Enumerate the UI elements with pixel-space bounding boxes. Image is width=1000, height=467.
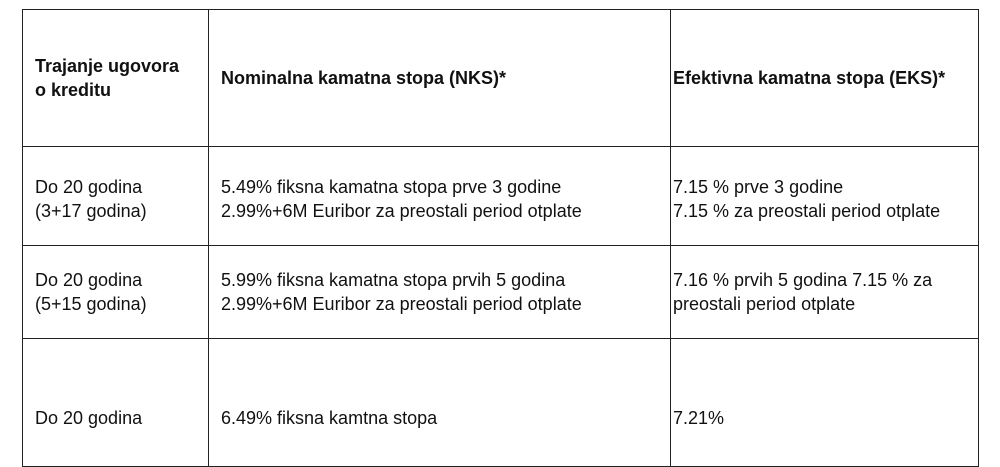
cell-line: Do 20 godina: [35, 177, 143, 197]
header-effective-rate: Efektivna kamatna stopa (EKS)*: [670, 9, 979, 147]
cell-line: Do 20 godina: [35, 270, 143, 290]
header-nominal-rate: Nominalna kamatna stopa (NKS)*: [208, 9, 671, 147]
cell-line: 5.99% fiksna kamatna stopa prvih 5 godin…: [221, 270, 566, 290]
cell-line: 2.99%+6M Euribor za preostali period otp…: [221, 201, 582, 221]
interest-rate-table: Trajanje ugovora o kreditu Nominalna kam…: [22, 9, 979, 467]
cell-nks: 5.99% fiksna kamatna stopa prvih 5 godin…: [208, 245, 671, 339]
table-row: Do 20 godina (5+15 godina) 5.99% fiksna …: [22, 245, 979, 339]
cell-line: 7.16 % prvih 5 godina 7.15 % za: [673, 270, 933, 290]
cell-line: (3+17 godina): [35, 201, 147, 221]
cell-nks: 6.49% fiksna kamtna stopa: [208, 338, 671, 467]
cell-line: 7.21%: [673, 407, 725, 428]
cell-eks: 7.21%: [670, 338, 979, 467]
cell-line: 7.15 % za preostali period otplate: [673, 201, 941, 221]
cell-duration: Do 20 godina (3+17 godina): [22, 146, 209, 246]
cell-nks: 5.49% fiksna kamatna stopa prve 3 godine…: [208, 146, 671, 246]
cell-line: preostali period otplate: [673, 294, 856, 314]
cell-duration: Do 20 godina (5+15 godina): [22, 245, 209, 339]
cell-line: Do 20 godina: [35, 407, 143, 428]
cell-duration: Do 20 godina: [22, 338, 209, 467]
table-row: Do 20 godina (3+17 godina) 5.49% fiksna …: [22, 146, 979, 246]
cell-line: 5.49% fiksna kamatna stopa prve 3 godine: [221, 177, 562, 197]
cell-line: (5+15 godina): [35, 294, 147, 314]
cell-eks: 7.15 % prve 3 godine 7.15 % za preostali…: [670, 146, 979, 246]
table-header-row: Trajanje ugovora o kreditu Nominalna kam…: [22, 9, 979, 147]
header-duration: Trajanje ugovora o kreditu: [22, 9, 209, 147]
cell-line: 7.15 % prve 3 godine: [673, 177, 844, 197]
cell-line: 6.49% fiksna kamtna stopa: [221, 407, 438, 428]
cell-line: 2.99%+6M Euribor za preostali period otp…: [221, 294, 582, 314]
cell-eks: 7.16 % prvih 5 godina 7.15 % za preostal…: [670, 245, 979, 339]
table-row: Do 20 godina 6.49% fiksna kamtna stopa 7…: [22, 338, 979, 467]
